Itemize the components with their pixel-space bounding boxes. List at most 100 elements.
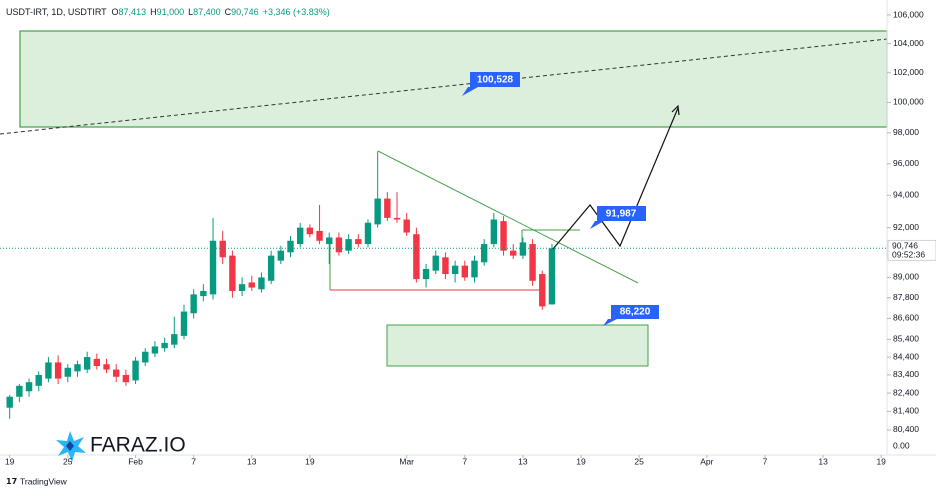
- x-tick-label: 7: [462, 456, 467, 466]
- callout-box: [590, 206, 646, 229]
- candle-body: [461, 265, 469, 278]
- candle-body: [6, 396, 13, 408]
- candle-body: [190, 294, 197, 314]
- callout-label: 86,220: [620, 307, 651, 318]
- candle-body: [539, 274, 546, 307]
- y-tick-label: 100,000: [893, 97, 924, 107]
- x-tick-label: 13: [818, 456, 828, 466]
- x-tick-label: 13: [247, 456, 257, 466]
- y-tick-label: 82,400: [893, 387, 919, 397]
- candle-body: [267, 255, 275, 281]
- y-tick-label: 86,600: [893, 313, 919, 323]
- symbol: USDT-IRT, 1D, USDTIRT: [6, 7, 107, 17]
- candle-body: [510, 250, 517, 256]
- candle-body: [25, 382, 33, 392]
- candle-body: [442, 257, 449, 275]
- candle-body: [413, 234, 420, 280]
- last-price-tag: [887, 239, 936, 261]
- y-tick-label: 98,000: [893, 127, 919, 137]
- resistance-zone: [19, 30, 888, 128]
- candle-body: [316, 230, 323, 241]
- y-tick-label: 94,000: [893, 190, 919, 200]
- candle-body: [180, 311, 188, 336]
- candle-body: [500, 221, 507, 251]
- candle-body: [64, 367, 71, 377]
- candle-body: [326, 237, 333, 245]
- x-tick-label: 7: [763, 456, 768, 466]
- x-tick-label: 19: [305, 456, 315, 466]
- candle-body: [238, 284, 246, 291]
- y-tick-label: 89,000: [893, 272, 919, 282]
- y-tick-label: 87,800: [893, 292, 919, 302]
- y-tick-label: 104,000: [893, 38, 924, 48]
- ohlc-value: 91,000: [157, 7, 185, 17]
- candle-body: [287, 240, 294, 253]
- projection-arrow: [671, 104, 680, 116]
- y-tick-label: 106,000: [893, 9, 924, 19]
- x-tick-label: Mar: [399, 456, 414, 466]
- candle-body: [209, 240, 217, 295]
- change: +3,346 (+3.83%): [263, 7, 330, 17]
- candle-body: [422, 269, 430, 280]
- candle-body: [229, 255, 236, 291]
- candle-body: [471, 260, 478, 278]
- candle-body: [200, 290, 207, 297]
- candle-body: [142, 351, 149, 363]
- candle-body: [35, 374, 42, 386]
- callout-box: [462, 72, 520, 96]
- candle-body: [151, 346, 159, 354]
- x-tick-label: Apr: [700, 456, 713, 466]
- x-tick-label: 19: [876, 456, 886, 466]
- x-tick-label: 19: [5, 456, 15, 466]
- candle-body: [296, 227, 304, 245]
- candle-body: [54, 362, 62, 379]
- projection-path: [552, 107, 679, 250]
- x-tick-label: 7: [191, 456, 196, 466]
- candle-body: [248, 282, 255, 288]
- y-tick-label: 102,000: [893, 67, 924, 77]
- candle-body: [451, 265, 459, 275]
- candle-body: [548, 248, 556, 305]
- candle-body: [403, 219, 410, 233]
- candle-body: [132, 360, 139, 381]
- candle-body: [219, 240, 226, 258]
- candle-body: [529, 244, 536, 281]
- candle-body: [113, 369, 120, 377]
- candle-body: [161, 342, 168, 349]
- candle-body: [490, 219, 498, 245]
- footer: TradingView: [20, 476, 68, 486]
- x-tick-label: 13: [518, 456, 528, 466]
- header: USDT-IRT, 1D, USDTIRT O87,413 H91,000 L87,4…: [6, 7, 330, 17]
- candle-body: [335, 237, 343, 253]
- y-tick-label: 81,400: [893, 406, 919, 416]
- tv-logo: 𝟭𝟳: [6, 477, 17, 486]
- ohlc-key: H: [150, 7, 157, 17]
- lower-pane-tick: 0.00: [893, 440, 910, 450]
- candle-body: [384, 198, 391, 218]
- callout-box: [603, 305, 659, 326]
- ohlc-key: L: [188, 7, 193, 17]
- y-tick-label: 96,000: [893, 158, 919, 168]
- descending-trendline: [377, 150, 639, 284]
- dashed-trendline: [0, 38, 888, 135]
- candle-body: [393, 217, 401, 220]
- support-zone: [386, 324, 649, 367]
- ohlc-key: C: [225, 7, 232, 17]
- candle-body: [171, 334, 178, 345]
- brand-logo: [56, 431, 86, 462]
- y-tick-label: 92,000: [893, 222, 919, 232]
- candle-body: [122, 374, 130, 383]
- y-tick-label: 84,400: [893, 351, 919, 361]
- x-tick-label: 25: [63, 456, 73, 466]
- ohlc-key: O: [112, 7, 119, 17]
- candle-body: [374, 198, 381, 225]
- x-tick-label: 19: [576, 456, 586, 466]
- y-tick-label: 83,400: [893, 369, 919, 379]
- countdown: 09:52:36: [892, 249, 925, 259]
- y-tick-label: 80,400: [893, 424, 919, 434]
- candle-body: [345, 239, 352, 251]
- candle-body: [258, 277, 265, 290]
- callout-label: 100,528: [477, 75, 514, 86]
- candle-body: [432, 255, 439, 271]
